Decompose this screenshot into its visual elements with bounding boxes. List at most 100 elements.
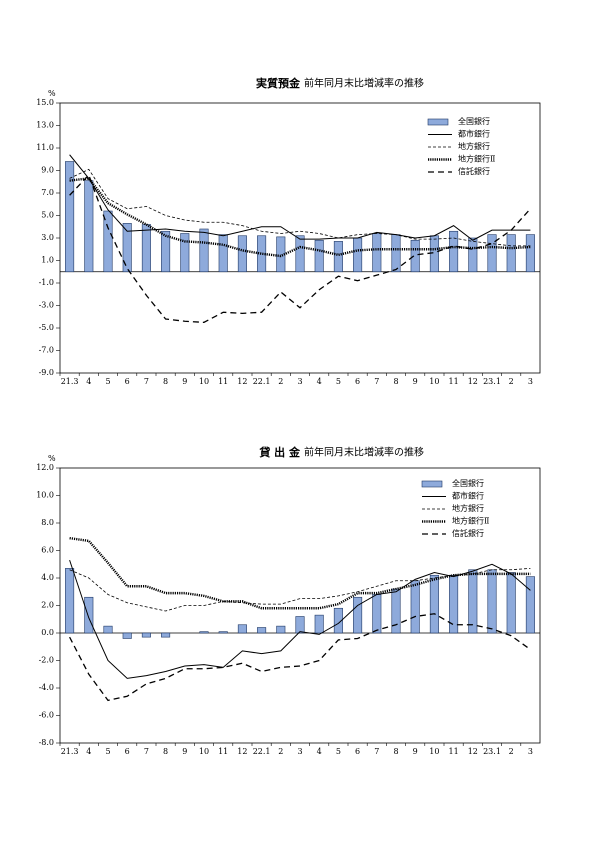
- x-tick-label: 7: [144, 747, 149, 756]
- y-tick-label: -7.0: [39, 346, 54, 355]
- x-tick-label: 3: [297, 377, 302, 386]
- bar: [180, 233, 190, 273]
- x-tick-label: 4: [317, 377, 322, 386]
- line-series: [69, 536, 531, 610]
- x-tick-label: 9: [182, 377, 187, 386]
- x-tick-label: 11: [218, 747, 228, 756]
- bar: [65, 568, 75, 634]
- x-tick-label: 12: [237, 377, 247, 386]
- x-tick-label: 4: [86, 377, 91, 386]
- y-tick-label: -5.0: [39, 323, 54, 332]
- y-tick-label: -6.0: [39, 711, 54, 720]
- x-tick-label: 3: [528, 747, 533, 756]
- legend-label: 地方銀行Ⅱ: [458, 154, 495, 164]
- bar: [372, 594, 382, 634]
- y-tick-label: 1.0: [41, 256, 54, 265]
- x-tick-label: 9: [413, 377, 418, 386]
- y-tick-label: 8.0: [41, 518, 54, 527]
- bar: [410, 239, 420, 273]
- chart-subtitle: 前年同月末比増減率の推移: [304, 77, 424, 90]
- legend-label: 都市銀行: [458, 129, 490, 139]
- y-unit: %: [48, 454, 56, 463]
- x-tick-label: 10: [199, 377, 209, 386]
- x-tick-label: 8: [393, 747, 398, 756]
- x-tick-label: 6: [125, 747, 130, 756]
- x-tick-label: 3: [528, 377, 533, 386]
- y-tick-label: -8.0: [39, 738, 54, 747]
- bar: [314, 614, 324, 634]
- y-tick-label: 4.0: [41, 573, 54, 582]
- bar: [276, 625, 286, 634]
- bar: [487, 569, 497, 634]
- bar: [65, 161, 75, 273]
- x-tick-label: 21.3: [61, 747, 79, 756]
- chart-title: 貸 出 金: [258, 445, 301, 459]
- x-tick-label: 21.3: [61, 377, 79, 386]
- bar: [525, 234, 535, 273]
- bar: [237, 235, 247, 273]
- x-tick-label: 8: [163, 747, 168, 756]
- chart-subtitle: 前年同月末比増減率の推移: [304, 446, 424, 459]
- bar: [372, 233, 382, 273]
- x-tick-label: 7: [374, 377, 379, 386]
- bar: [218, 234, 228, 273]
- bar: [237, 624, 247, 634]
- y-tick-label: -4.0: [39, 683, 54, 692]
- x-tick-label: 11: [449, 377, 459, 386]
- bar: [314, 239, 324, 273]
- bar: [122, 632, 132, 639]
- x-tick-label: 9: [413, 747, 418, 756]
- line-series: [69, 177, 531, 258]
- line-series: [69, 567, 531, 612]
- bar: [487, 234, 497, 273]
- bar: [449, 230, 459, 273]
- legend-label: 全国銀行: [458, 116, 490, 126]
- chart-title: 実質預金: [256, 76, 301, 90]
- line-series: [69, 168, 531, 247]
- legend-swatch: [427, 118, 449, 126]
- bar: [429, 235, 439, 273]
- x-tick-label: 10: [199, 747, 209, 756]
- legend-label: 地方銀行Ⅱ: [452, 516, 489, 526]
- legend-label: 信託銀行: [458, 166, 490, 176]
- legend-label: 地方銀行: [452, 503, 484, 513]
- y-unit: %: [48, 89, 56, 98]
- x-tick-label: 23.1: [483, 377, 501, 386]
- bar: [295, 616, 305, 634]
- x-tick-label: 2: [509, 377, 514, 386]
- y-tick-label: -9.0: [39, 368, 54, 377]
- bar: [295, 235, 305, 273]
- y-tick-label: 7.0: [41, 188, 54, 197]
- bar: [103, 625, 113, 634]
- x-tick-label: 2: [278, 747, 283, 756]
- bar: [506, 234, 516, 273]
- legend-label: 信託銀行: [452, 528, 484, 538]
- y-tick-label: 9.0: [41, 166, 54, 175]
- y-tick-label: 3.0: [41, 233, 54, 242]
- bar: [333, 607, 343, 634]
- x-tick-label: 4: [317, 747, 322, 756]
- y-tick-label: 2.0: [41, 601, 54, 610]
- x-tick-label: 10: [429, 377, 439, 386]
- x-tick-label: 8: [393, 377, 398, 386]
- bar: [161, 632, 171, 638]
- x-tick-label: 22.1: [253, 747, 271, 756]
- x-tick-label: 6: [125, 377, 130, 386]
- bar: [353, 237, 363, 273]
- line-series: [69, 173, 531, 324]
- x-tick-label: 5: [336, 377, 341, 386]
- bar: [84, 180, 94, 273]
- line-series: [69, 154, 531, 241]
- x-tick-label: 5: [105, 747, 110, 756]
- bar: [103, 210, 113, 273]
- x-tick-label: 11: [218, 377, 228, 386]
- bar: [122, 223, 132, 273]
- y-tick-label: 13.0: [36, 121, 54, 130]
- y-tick-label: -2.0: [39, 656, 54, 665]
- x-tick-label: 2: [509, 747, 514, 756]
- x-tick-label: 10: [429, 747, 439, 756]
- x-tick-label: 6: [355, 747, 360, 756]
- bar: [199, 228, 209, 273]
